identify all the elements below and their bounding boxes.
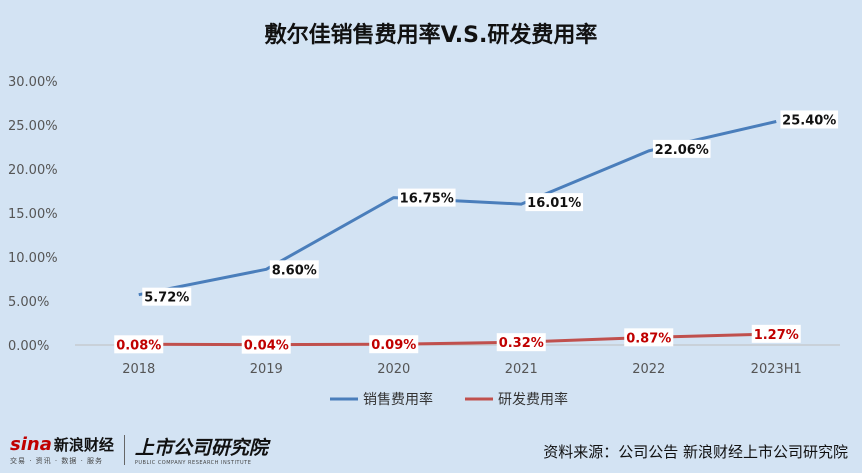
footer: sina 新浪财经 交易 · 资讯 · 数据 · 服务 上市公司研究院 PUBLI… xyxy=(0,427,862,473)
chart: 敷尔佳销售费用率V.S.研发费用率 0.00% 5.00% 10.00% 15.00%… xyxy=(8,22,840,408)
y-tick-label: 25.00% xyxy=(8,119,58,134)
logo-brand: sina xyxy=(10,433,52,455)
logo-subtitle: 交易 · 资讯 · 数据 · 服务 xyxy=(10,456,104,465)
data-label: 16.01% xyxy=(527,196,581,211)
logo-brand-cn: 新浪财经 xyxy=(53,435,114,454)
y-axis-ticks: 0.00% 5.00% 10.00% 15.00% 20.00% 25.00% 30.00% xyxy=(8,75,58,354)
x-tick-label: 2019 xyxy=(250,362,283,377)
legend: 销售费用率 研发费用率 xyxy=(330,391,568,408)
series-line-1 xyxy=(138,332,777,347)
y-tick-label: 0.00% xyxy=(8,339,49,354)
data-label-bg xyxy=(369,335,419,354)
data-label: 1.27% xyxy=(754,328,799,343)
data-label-bg xyxy=(397,188,456,207)
legend-label: 销售费用率 xyxy=(363,391,433,408)
data-label: 0.09% xyxy=(371,338,416,353)
data-label: 0.08% xyxy=(116,338,161,353)
data-label-bg xyxy=(496,333,546,352)
x-tick-label: 2023H1 xyxy=(751,362,802,377)
y-tick-label: 30.00% xyxy=(8,75,58,90)
y-tick-label: 10.00% xyxy=(8,251,58,266)
y-tick-label: 20.00% xyxy=(8,163,58,178)
data-label: 5.72% xyxy=(144,291,189,306)
data-label-bg xyxy=(525,193,584,212)
x-tick-label: 2022 xyxy=(632,362,665,377)
data-label-bg xyxy=(751,324,801,343)
x-tick-label: 2018 xyxy=(122,362,155,377)
logo-institute: 上市公司研究院 xyxy=(134,437,268,459)
data-labels: 5.72% 8.60% 16.75% 16.01% 22.06% 25.40% 0.08% 0… xyxy=(114,110,839,354)
sina-finance-logo: sina 新浪财经 交易 · 资讯 · 数据 · 服务 上市公司研究院 PUBLI… xyxy=(10,433,268,467)
data-label: 0.32% xyxy=(499,336,544,351)
data-label: 0.87% xyxy=(626,331,671,346)
x-tick-label: 2021 xyxy=(505,362,538,377)
logo-institute-en: PUBLIC COMPANY RESEARCH INSTITUTE xyxy=(134,460,252,466)
data-label-bg xyxy=(780,110,839,129)
data-label-bg xyxy=(652,139,711,158)
data-label-bg xyxy=(114,335,164,354)
data-label: 22.06% xyxy=(655,143,709,158)
x-axis-ticks: 2018 2019 2020 2021 2022 2023H1 xyxy=(122,362,802,377)
data-label: 8.60% xyxy=(272,263,317,278)
data-label-bg xyxy=(241,335,291,354)
data-label-bg xyxy=(624,328,674,347)
data-label-bg xyxy=(269,260,319,279)
source-note: 资料来源：公司公告 新浪财经上市公司研究院 xyxy=(543,443,848,461)
x-tick-label: 2020 xyxy=(377,362,410,377)
legend-label: 研发费用率 xyxy=(498,391,568,408)
data-label-bg xyxy=(142,287,192,306)
chart-title: 敷尔佳销售费用率V.S.研发费用率 xyxy=(265,22,598,48)
y-tick-label: 5.00% xyxy=(8,295,49,310)
data-label: 25.40% xyxy=(782,113,836,128)
logo-divider xyxy=(123,434,125,465)
data-label: 16.75% xyxy=(400,192,454,207)
data-label: 0.04% xyxy=(244,339,289,354)
y-tick-label: 15.00% xyxy=(8,207,58,222)
